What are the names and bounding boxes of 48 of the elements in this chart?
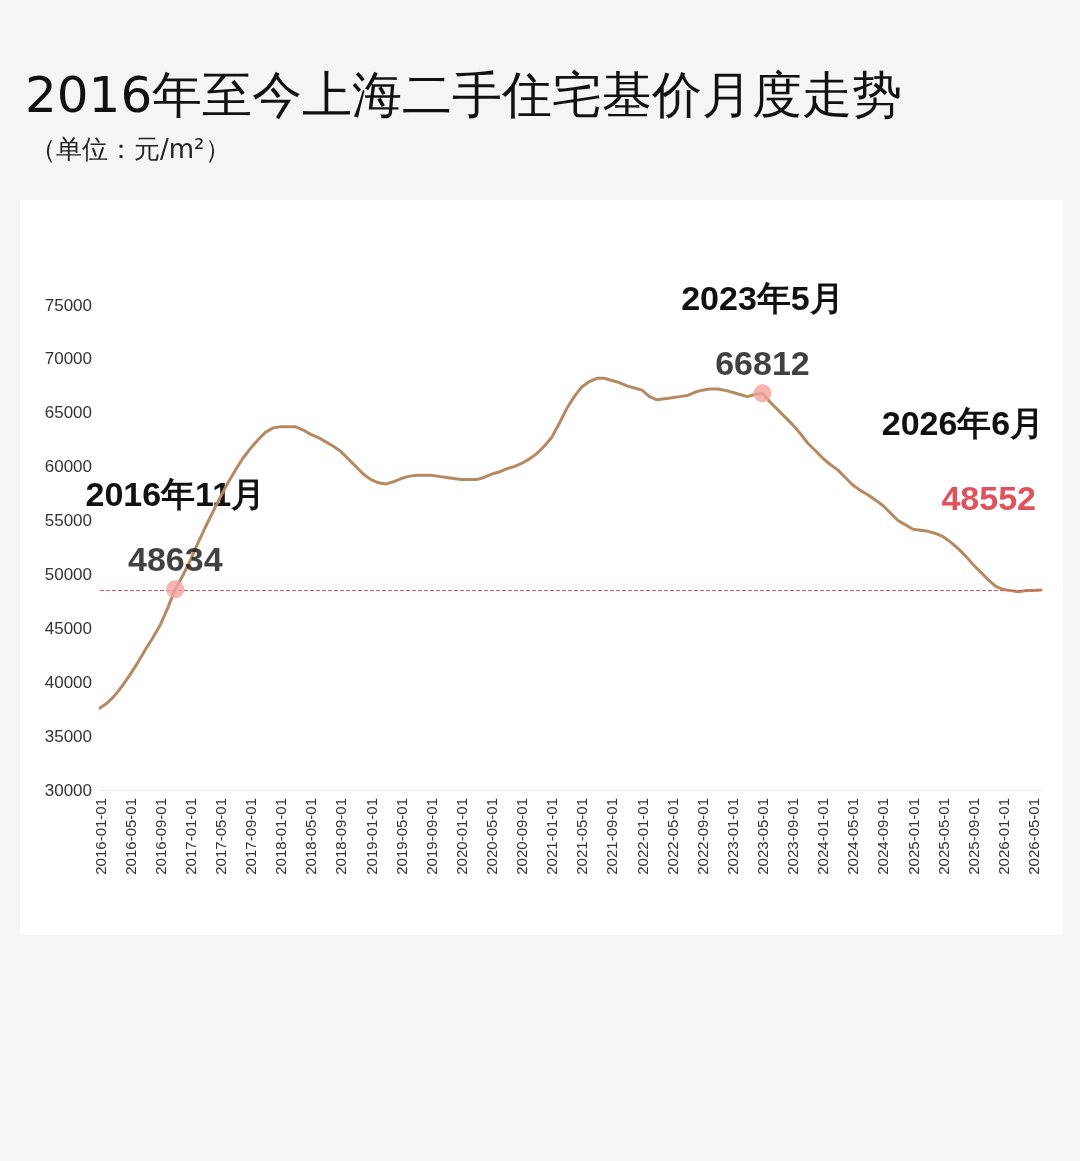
x-tick-label: 2025-01-01	[904, 798, 922, 875]
x-tick-label: 2023-01-01	[723, 798, 741, 875]
x-tick-label: 2023-05-01	[753, 798, 771, 875]
x-tick-label: 2021-01-01	[543, 798, 561, 875]
x-tick-label: 2024-05-01	[844, 798, 862, 875]
x-tick-label: 2019-01-01	[362, 798, 380, 875]
annotation: 2023年5月	[681, 279, 844, 318]
x-tick-label: 2016-09-01	[151, 798, 169, 875]
y-tick-label: 75000	[44, 295, 92, 315]
x-tick-label: 2022-01-01	[633, 798, 651, 875]
y-tick-label: 70000	[44, 349, 92, 369]
y-tick-label: 35000	[44, 726, 92, 746]
x-tick-label: 2017-01-01	[181, 798, 199, 875]
x-tick-label: 2018-09-01	[332, 798, 350, 875]
x-tick-label: 2024-01-01	[814, 798, 832, 875]
x-tick-label: 2023-09-01	[784, 798, 802, 875]
y-tick-label: 60000	[44, 457, 92, 477]
x-tick-label: 2020-09-01	[513, 798, 531, 875]
x-tick-label: 2020-01-01	[452, 798, 470, 875]
chart-title: 2016年至今上海二手住宅基价月度走势	[25, 65, 903, 126]
y-tick-label: 40000	[44, 672, 92, 692]
x-tick-label: 2024-09-01	[874, 798, 892, 875]
x-tick-label: 2026-05-01	[1024, 798, 1042, 875]
x-tick-label: 2026-01-01	[994, 798, 1012, 875]
x-tick-label: 2017-05-01	[211, 798, 229, 875]
x-tick-label: 2019-05-01	[392, 798, 410, 875]
y-tick-label: 55000	[44, 511, 92, 531]
x-tick-label: 2021-09-01	[603, 798, 621, 875]
x-tick-label: 2025-05-01	[934, 798, 952, 875]
x-tick-label: 2025-09-01	[964, 798, 982, 875]
ref-line-label: 48552	[941, 479, 1036, 518]
x-tick-label: 2016-05-01	[121, 798, 139, 875]
y-tick-label: 30000	[44, 780, 92, 800]
chart-subtitle: （单位：元/m²）	[30, 133, 231, 166]
x-tick-label: 2021-05-01	[573, 798, 591, 875]
x-tick-label: 2020-05-01	[482, 798, 500, 875]
x-tick-label: 2019-09-01	[422, 798, 440, 875]
annotation: 2026年6月	[881, 404, 1045, 443]
data-label: 66812	[715, 344, 810, 383]
x-tick-label: 2022-05-01	[663, 798, 681, 875]
y-tick-label: 50000	[44, 564, 92, 584]
x-tick-label: 2018-05-01	[302, 798, 320, 875]
x-tick-label: 2016-01-01	[91, 798, 109, 875]
x-tick-label: 2017-09-01	[242, 798, 260, 875]
x-tick-label: 2022-09-01	[693, 798, 711, 875]
y-tick-label: 45000	[44, 618, 92, 638]
x-tick-label: 2018-01-01	[272, 798, 290, 875]
y-tick-label: 65000	[44, 403, 92, 423]
